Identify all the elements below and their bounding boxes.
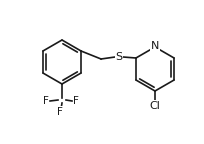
Text: F: F — [57, 107, 63, 117]
Text: N: N — [150, 41, 159, 51]
Text: S: S — [115, 52, 122, 62]
Text: F: F — [73, 96, 79, 106]
Text: Cl: Cl — [149, 101, 160, 111]
Text: F: F — [43, 96, 49, 106]
